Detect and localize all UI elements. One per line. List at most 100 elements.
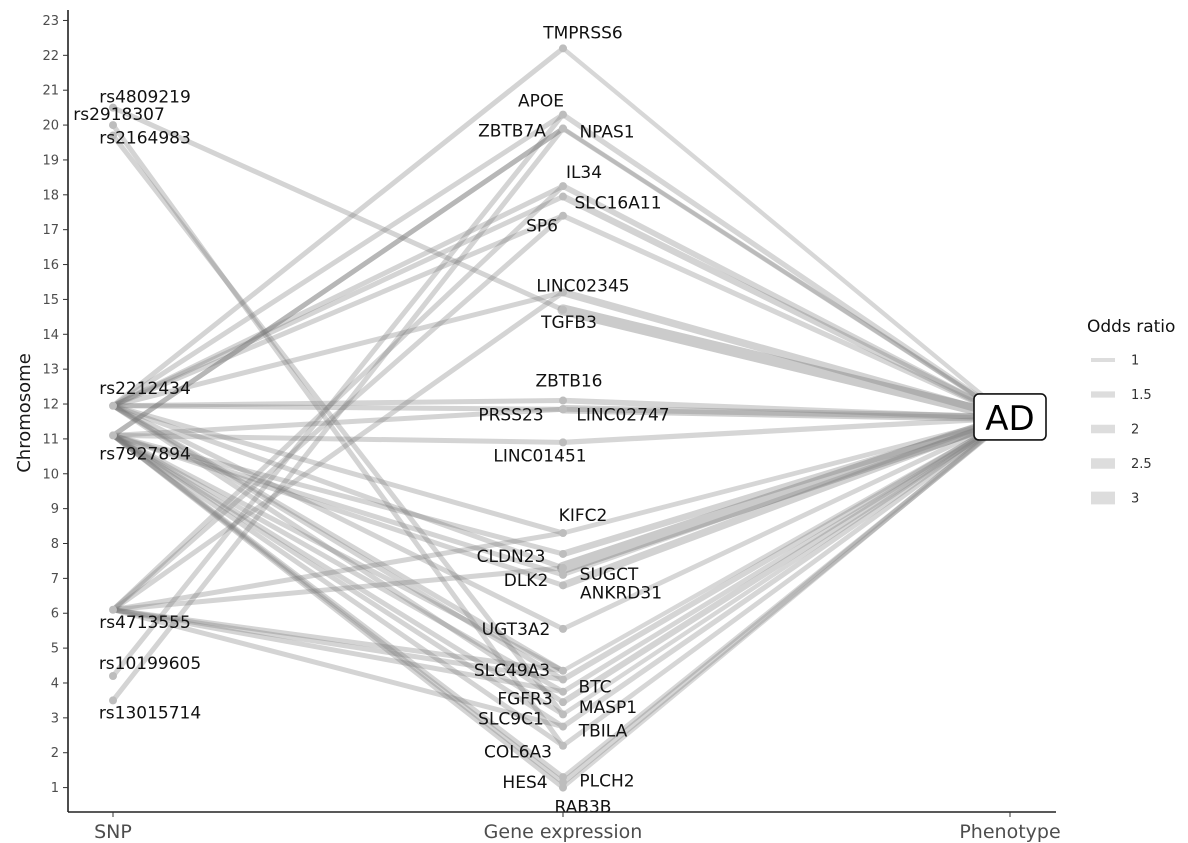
edge-snp-gene: [110, 403, 566, 674]
edge-snp-gene: [110, 565, 566, 613]
gene-label: TMPRSS6: [542, 23, 623, 43]
gene-label: TGFB3: [540, 313, 597, 333]
snp-label: rs10199605: [99, 654, 201, 674]
gene-point: [559, 288, 567, 297]
edge-snp-gene: [110, 432, 566, 791]
y-tick-label: 12: [42, 398, 59, 413]
y-tick-label: 15: [42, 293, 59, 308]
y-tick-label: 20: [42, 119, 59, 134]
edge-snp-gene: [110, 432, 566, 695]
gene-point: [559, 666, 567, 675]
gene-label: SLC9C1: [478, 709, 544, 729]
snp-point: [109, 401, 117, 410]
y-tick-label: 2: [51, 746, 59, 761]
gene-label: MASP1: [579, 698, 637, 718]
edge-snp-gene: [110, 105, 566, 313]
edge-gene-phenotype: [560, 415, 1013, 780]
edge-gene-phenotype: [561, 126, 1012, 420]
points-layer: [109, 44, 567, 792]
gene-point: [559, 305, 567, 314]
gene-point: [559, 741, 567, 750]
snp-label: rs2164983: [99, 129, 191, 149]
edge-gene-phenotype: [561, 416, 1012, 790]
gene-label: UGT3A2: [482, 620, 551, 640]
edge-snp-gene: [110, 403, 566, 682]
edge-snp-gene: [110, 213, 566, 409]
edge-snp-gene: [110, 289, 566, 613]
gene-point: [559, 182, 567, 191]
edge-snp-gene: [110, 432, 566, 557]
y-tick-label: 11: [42, 432, 59, 447]
edge-snp-gene: [110, 403, 566, 632]
y-tick-label: 16: [42, 258, 59, 273]
snp-label: rs4713555: [99, 613, 191, 633]
gene-point: [559, 438, 567, 447]
edge-gene-phenotype: [559, 414, 1014, 706]
gene-point: [559, 722, 567, 731]
edge-gene-phenotype: [559, 414, 1014, 590]
phenotype-node-ad: AD: [973, 393, 1047, 441]
edge-gene-phenotype: [560, 406, 1013, 421]
edge-snp-gene: [110, 289, 566, 409]
edge-snp-gene: [110, 194, 566, 409]
edge-gene-phenotype: [560, 111, 1013, 421]
edge-snp-gene: [110, 607, 566, 674]
snp-point: [109, 131, 117, 140]
edge-snp-gene: [110, 126, 566, 438]
edge-gene-phenotype: [560, 126, 1013, 421]
edge-gene-phenotype: [559, 288, 1014, 422]
legend-label: 2: [1131, 423, 1139, 438]
edge-snp-gene: [110, 432, 566, 785]
gene-label: SLC49A3: [474, 661, 550, 681]
gene-label: FGFR3: [497, 690, 552, 710]
edge-snp-gene: [110, 607, 566, 682]
gene-point: [559, 675, 567, 684]
legend: Odds ratio 1 1.5 2 2.5 3: [1087, 317, 1175, 507]
edge-snp-gene: [110, 403, 566, 412]
gene-point: [559, 687, 567, 696]
gene-label: KIFC2: [559, 506, 608, 526]
edge-gene-phenotype: [560, 415, 1013, 536]
snp-label: rs13015714: [99, 703, 201, 723]
gene-label: ZBTB16: [536, 372, 603, 392]
gene-label: HES4: [502, 773, 547, 793]
edge-snp-gene: [110, 213, 566, 613]
y-tick-label: 14: [42, 328, 59, 343]
gene-point: [559, 211, 567, 220]
gene-label: SP6: [526, 217, 558, 237]
gene-label: COL6A3: [484, 743, 552, 763]
edge-snp-gene: [110, 607, 566, 730]
gene-label: NPAS1: [579, 123, 634, 143]
legend-label: 3: [1131, 492, 1139, 507]
edge-gene-phenotype: [557, 411, 1016, 574]
edge-gene-phenotype: [560, 415, 1013, 673]
snp-point: [109, 605, 117, 614]
edge-snp-gene: [110, 183, 566, 409]
gene-label: PRSS23: [478, 405, 543, 425]
gene-point: [559, 405, 567, 414]
snp-point: [109, 121, 117, 130]
edge-snp-gene: [110, 112, 566, 409]
edge-snp-gene: [110, 432, 566, 780]
edge-snp-gene: [110, 406, 566, 438]
gene-label: DLK2: [504, 571, 549, 591]
edge-gene-phenotype: [558, 405, 1015, 423]
y-axis-title: Chromosome: [14, 353, 35, 473]
edge-snp-gene: [110, 432, 566, 445]
edge-gene-phenotype: [557, 304, 1016, 424]
edge-snp-gene: [110, 126, 566, 438]
y-tick-label: 4: [51, 676, 59, 691]
edge-gene-phenotype: [560, 415, 1013, 446]
edge-gene-phenotype: [560, 415, 1013, 749]
y-tick-label: 19: [42, 153, 59, 168]
y-tick-label: 5: [51, 642, 59, 657]
x-tick-label: SNP: [94, 821, 132, 843]
snp-label: rs2918307: [73, 105, 165, 125]
y-tick-label: 9: [51, 502, 59, 517]
edge-snp-gene: [110, 183, 566, 613]
gene-label: SLC16A11: [574, 194, 661, 214]
gene-point: [559, 192, 567, 201]
x-tick-label: Gene expression: [484, 821, 643, 843]
y-tick-label: 23: [42, 14, 59, 29]
